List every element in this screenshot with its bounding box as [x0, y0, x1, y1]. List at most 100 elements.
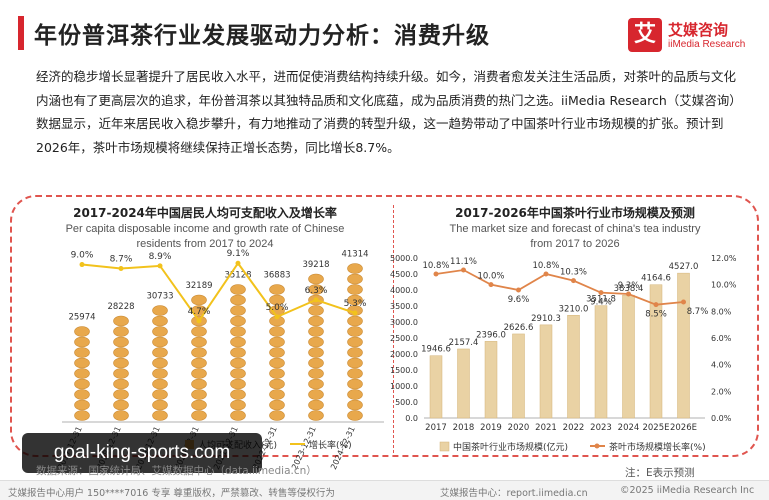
- left-growth-point: [313, 297, 319, 303]
- right-x-tick: 2025E: [642, 423, 669, 433]
- income-bar-coin: [191, 399, 207, 411]
- right-x-tick: 2021: [535, 423, 557, 433]
- market-size-label: 1946.6: [421, 345, 451, 355]
- left-growth-label: 8.7%: [110, 254, 133, 264]
- income-bar-coin: [269, 410, 285, 421]
- intro-paragraph: 经济的稳步增长显著提升了居民收入水平，进而促使消费结构持续升级。如今，消费者愈发…: [36, 69, 737, 155]
- right-growth-point: [681, 299, 686, 305]
- footer-right: ©2025 iiMedia Research Inc: [620, 485, 755, 496]
- right-legend-swatch-size: [439, 441, 450, 452]
- brand-logo: 艾 艾媒咨询 iiMedia Research: [628, 18, 758, 58]
- right-y-left-tick: 1500.0: [390, 366, 418, 375]
- income-bar-coin: [113, 347, 129, 358]
- right-y-right-tick: 0.0%: [711, 414, 732, 423]
- income-bar-coin: [152, 315, 168, 327]
- right-growth-label: 9.6%: [508, 295, 530, 305]
- income-bar-coin: [230, 399, 246, 411]
- market-size-label: 4164.6: [641, 274, 671, 284]
- income-bar-coin: [308, 410, 324, 421]
- left-growth-point: [118, 265, 124, 271]
- left-chart-title: 2017-2024年中国居民人均可支配收入及增长率: [73, 205, 337, 220]
- income-bar-coin: [347, 294, 363, 306]
- right-x-tick: 2022: [563, 423, 585, 433]
- income-bar-coin: [308, 378, 324, 390]
- income-bar-coin: [347, 357, 363, 369]
- right-x-tick: 2019: [480, 423, 502, 433]
- right-growth-label: 10.0%: [477, 272, 504, 282]
- income-bar-coin: [347, 389, 363, 400]
- right-growth-line: [435, 269, 684, 306]
- market-size-label: 3210.0: [559, 304, 589, 314]
- income-bar-coin: [347, 399, 363, 411]
- income-bar-coin: [152, 347, 168, 358]
- right-growth-label: 9.3%: [618, 281, 640, 291]
- left-growth-point: [196, 318, 202, 324]
- income-bar-coin: [347, 263, 363, 274]
- left-growth-label: 6.3%: [305, 286, 328, 296]
- income-bar-coin: [308, 389, 324, 400]
- income-bar-label: 41314: [341, 250, 368, 260]
- right-x-tick: 2023: [590, 423, 612, 433]
- right-growth-point: [598, 290, 604, 296]
- income-bar-label: 32189: [185, 281, 212, 291]
- income-bar-coin: [308, 357, 324, 369]
- title-accent-bar: [18, 16, 24, 50]
- income-bar-coin: [113, 410, 129, 421]
- income-bar-coin: [347, 336, 363, 348]
- left-growth-point: [79, 262, 85, 268]
- income-bar-coin: [308, 399, 324, 411]
- income-bar-coin: [74, 399, 90, 411]
- right-growth-label: 10.8%: [532, 261, 559, 271]
- right-y-left-tick: 4500.0: [390, 270, 418, 279]
- right-x-tick: 2024: [618, 423, 640, 433]
- income-bar-coin: [269, 389, 285, 400]
- income-bar-coin: [347, 410, 363, 421]
- market-size-label: 2396.0: [476, 330, 506, 340]
- right-growth-point: [543, 271, 549, 277]
- left-growth-point: [352, 310, 358, 316]
- income-bar-coin: [152, 326, 168, 337]
- panel-divider: [393, 205, 394, 453]
- market-size-label: 4527.0: [669, 262, 699, 272]
- income-bar-coin: [230, 315, 246, 327]
- income-bar-coin: [347, 347, 363, 358]
- income-bar-coin: [230, 326, 246, 337]
- income-bar-coin: [152, 336, 168, 348]
- income-bar-coin: [308, 336, 324, 348]
- income-bar-coin: [74, 347, 90, 358]
- income-bar-coin: [230, 357, 246, 369]
- logo-en: iiMedia Research: [668, 39, 746, 50]
- right-y-right-tick: 2.0%: [711, 387, 732, 396]
- right-chart-subtitle-line1: The market size and forecast of china's …: [450, 223, 701, 235]
- left-growth-label: 8.9%: [149, 252, 172, 262]
- right-y-left-tick: 5000.0: [390, 254, 418, 263]
- market-size-label: 2910.3: [531, 314, 561, 324]
- right-growth-label: 11.1%: [450, 257, 477, 267]
- forecast-note: 注：E表示预测: [625, 467, 695, 479]
- income-bar-coin: [191, 368, 207, 379]
- income-bar-coin: [308, 284, 324, 295]
- right-y-left-tick: 2000.0: [390, 350, 418, 359]
- right-growth-point: [433, 271, 439, 277]
- right-y-left-tick: 1000.0: [390, 382, 418, 391]
- right-chart-title: 2017-2026年中国茶叶行业市场规模及预测: [455, 205, 695, 220]
- income-bar-coin: [74, 336, 90, 348]
- left-growth-label: 4.7%: [188, 307, 211, 317]
- right-y-left-tick: 2500.0: [390, 334, 418, 343]
- left-growth-label: 5.0%: [266, 303, 289, 313]
- market-size-bar: [677, 272, 690, 419]
- right-growth-label: 10.3%: [560, 268, 587, 278]
- income-bar-coin: [230, 389, 246, 400]
- right-x-tick: 2020: [508, 423, 530, 433]
- income-bar-coin: [191, 336, 207, 348]
- income-bar-coin: [113, 368, 129, 379]
- income-bar-coin: [152, 357, 168, 369]
- right-x-tick: 2017: [425, 423, 447, 433]
- right-x-tick: 2026E: [670, 423, 697, 433]
- market-size-bar: [457, 348, 470, 419]
- income-bar-coin: [74, 357, 90, 369]
- right-y-right-tick: 12.0%: [711, 254, 737, 263]
- income-bar-coin: [347, 273, 363, 285]
- logo-cn: 艾媒咨询: [668, 21, 729, 39]
- right-growth-label: 8.7%: [687, 307, 709, 317]
